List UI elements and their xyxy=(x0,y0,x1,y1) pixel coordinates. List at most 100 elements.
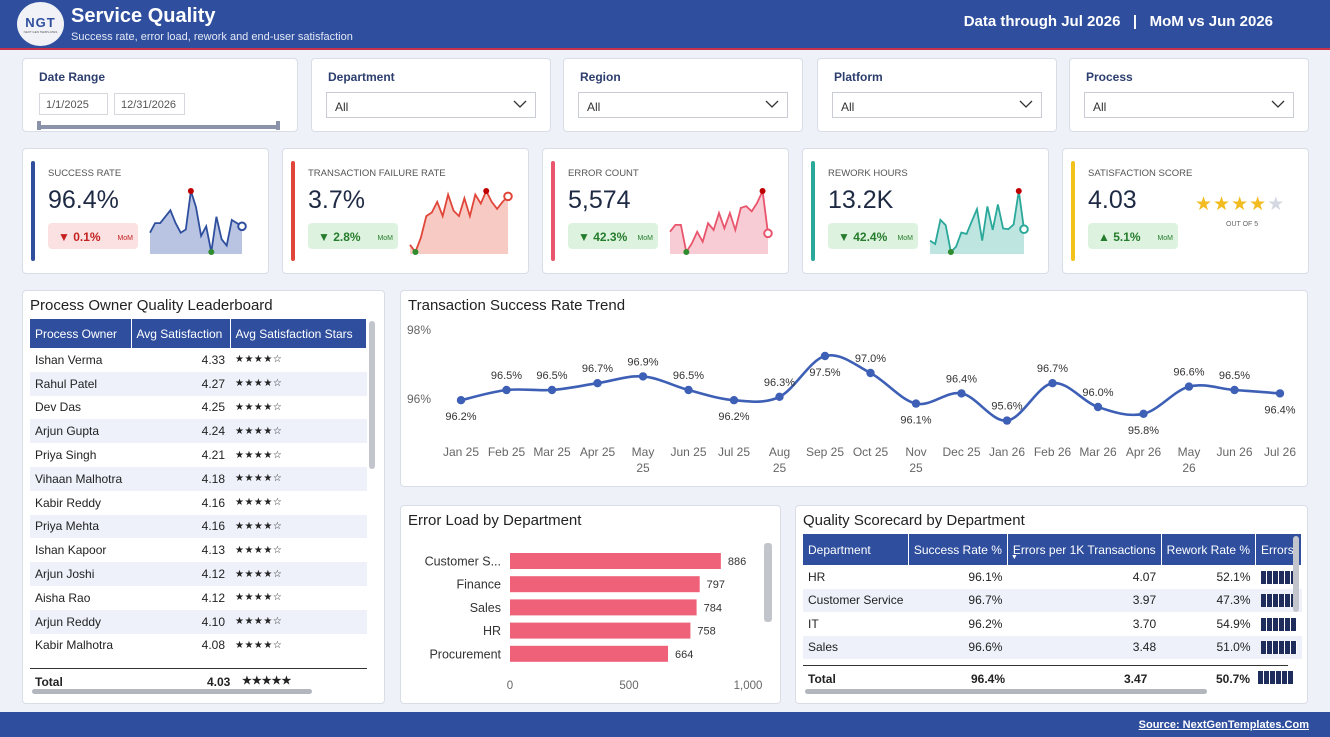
total-stars: ★★★★★ xyxy=(242,675,292,687)
trend-data-label: 97.0% xyxy=(855,353,886,365)
table-row[interactable]: Dev Das 4.25 ★★★★☆ xyxy=(30,396,367,420)
bar-category-label: Sales xyxy=(470,601,501,615)
trend-data-label: 96.6% xyxy=(1173,367,1204,379)
table-row[interactable]: Vihaan Malhotra 4.18 ★★★★☆ xyxy=(30,466,367,491)
platform-filter-label: Platform xyxy=(834,70,883,84)
trend-point[interactable] xyxy=(729,396,739,405)
kpi-accent-bar xyxy=(291,161,295,261)
x-tick-label: Aug 25 xyxy=(769,445,790,475)
table-row[interactable]: Kabir Malhotra 4.08 ★★★★☆ xyxy=(30,634,367,658)
trend-point[interactable] xyxy=(911,399,921,408)
kpi-satisfaction-score: SATISFACTION SCORE 4.03 ▲ 5.1% MoM ★★★★★… xyxy=(1062,148,1309,274)
table-row[interactable]: Sales 96.6% 3.48 51.0% xyxy=(803,635,1302,659)
source-link[interactable]: Source: NextGenTemplates.Com xyxy=(1138,719,1309,731)
stars-cell: ★★★★☆ xyxy=(230,609,367,634)
trend-point[interactable] xyxy=(684,385,693,395)
scorecard-horizontal-scrollbar[interactable] xyxy=(805,689,1207,694)
star-icon: ★ xyxy=(1231,194,1250,215)
error-bar[interactable] xyxy=(510,576,700,593)
owner-name-cell: Arjun Reddy xyxy=(30,609,131,634)
sparkline-last-marker xyxy=(503,191,513,202)
trend-point[interactable] xyxy=(547,385,557,395)
column-header-department[interactable]: Department xyxy=(803,534,909,565)
trend-point[interactable] xyxy=(593,379,602,388)
column-header-errors-per-1k[interactable]: Errors per 1K Transactions ▼ xyxy=(1007,534,1162,565)
star-icon: ★ xyxy=(1249,194,1268,215)
end-date-input[interactable]: 12/31/2026 xyxy=(114,93,185,115)
trend-point[interactable] xyxy=(456,396,466,405)
scorecard-vertical-scrollbar[interactable] xyxy=(1293,536,1299,612)
x-tick-label: Mar 26 xyxy=(1079,445,1117,459)
trend-point[interactable] xyxy=(1184,382,1194,391)
error-bar[interactable] xyxy=(510,599,697,616)
sparkline-last-marker xyxy=(763,228,773,239)
error-bar[interactable] xyxy=(510,622,691,639)
leaderboard-horizontal-scrollbar[interactable] xyxy=(32,689,312,694)
triangle-down-icon: ▼ xyxy=(318,230,330,244)
leaderboard-vertical-scrollbar[interactable] xyxy=(369,321,375,469)
trend-point[interactable] xyxy=(775,392,784,401)
sparkline-area xyxy=(150,191,242,254)
slider-start-handle[interactable] xyxy=(37,121,41,130)
trend-chart-title: Transaction Success Rate Trend xyxy=(408,297,626,314)
table-row[interactable]: HR 96.1% 4.07 52.1% xyxy=(803,565,1302,589)
start-date-input[interactable]: 1/1/2025 xyxy=(39,93,108,115)
trend-point[interactable] xyxy=(638,372,648,381)
department-dropdown[interactable]: All xyxy=(326,92,536,118)
trend-point[interactable] xyxy=(1230,385,1239,395)
table-row[interactable]: Rahul Patel 4.27 ★★★★☆ xyxy=(30,371,367,396)
sparkline-min-marker xyxy=(208,249,215,255)
error-bar[interactable] xyxy=(510,645,669,662)
star-icon: ★ xyxy=(1213,194,1232,215)
table-row[interactable]: Priya Singh 4.21 ★★★★☆ xyxy=(30,443,367,467)
platform-dropdown[interactable]: All xyxy=(832,92,1042,118)
trend-point[interactable] xyxy=(1002,416,1012,425)
total-label: Total xyxy=(35,675,63,689)
column-header-avg-satisfaction[interactable]: Avg Satisfaction ▼ xyxy=(131,319,231,374)
trend-point[interactable] xyxy=(1093,402,1103,412)
trend-data-label: 96.5% xyxy=(536,370,567,382)
column-header-process-owner[interactable]: Process Owner xyxy=(30,319,132,348)
table-row[interactable]: Aisha Rao 4.12 ★★★★☆ xyxy=(30,586,367,610)
slider-end-handle[interactable] xyxy=(276,121,280,130)
region-dropdown[interactable]: All xyxy=(578,92,788,118)
process-dropdown[interactable]: All xyxy=(1084,92,1294,118)
errors-data-bar xyxy=(1260,594,1297,608)
table-row[interactable]: Kabir Reddy 4.16 ★★★★☆ xyxy=(30,491,367,515)
owner-name-cell: Arjun Joshi xyxy=(30,562,131,586)
table-row[interactable]: Arjun Joshi 4.12 ★★★★☆ xyxy=(30,562,367,586)
table-row[interactable]: Priya Mehta 4.16 ★★★★☆ xyxy=(30,514,367,539)
trend-point[interactable] xyxy=(957,389,966,398)
column-header-rework-rate[interactable]: Rework Rate % xyxy=(1161,534,1257,565)
avg-satisfaction-cell: 4.16 xyxy=(201,495,225,510)
trend-point[interactable] xyxy=(1275,389,1285,398)
table-row[interactable]: Arjun Reddy 4.10 ★★★★☆ xyxy=(30,609,367,634)
trend-point[interactable] xyxy=(1139,409,1148,418)
department-cell: HR xyxy=(808,569,826,584)
sort-desc-icon: ▼ xyxy=(138,367,145,374)
column-header-avg-satisfaction-stars[interactable]: Avg Satisfaction Stars xyxy=(230,319,367,348)
error-load-scrollbar[interactable] xyxy=(764,543,772,622)
owner-name-cell: Kabir Reddy xyxy=(35,495,102,510)
kpi-accent-bar xyxy=(811,161,815,261)
table-row[interactable]: IT 96.2% 3.70 54.9% xyxy=(803,612,1302,636)
kpi-transaction-failure-rate: TRANSACTION FAILURE RATE 3.7% ▼ 2.8% MoM xyxy=(282,148,529,274)
table-row[interactable]: Ishan Kapoor 4.13 ★★★★☆ xyxy=(30,538,367,562)
column-header-success-rate[interactable]: Success Rate % xyxy=(908,534,1008,565)
sparkline-area xyxy=(930,191,1024,254)
trend-point[interactable] xyxy=(502,385,511,395)
stars-cell: ★★★★☆ xyxy=(235,401,283,413)
table-row[interactable]: Customer Service 96.7% 3.97 47.3% xyxy=(803,588,1302,612)
trend-point[interactable] xyxy=(1048,379,1057,388)
chevron-down-icon xyxy=(1271,97,1285,114)
x-tick-label: Sep 25 xyxy=(806,445,844,459)
trend-point[interactable] xyxy=(820,351,830,361)
bar-value-label: 758 xyxy=(697,626,715,638)
table-row[interactable]: Ishan Verma 4.33 ★★★★☆ xyxy=(30,348,367,372)
success-rate-cell: 96.6% xyxy=(908,635,1008,659)
trend-point[interactable] xyxy=(866,368,875,378)
table-row[interactable]: Arjun Gupta 4.24 ★★★★☆ xyxy=(30,419,367,444)
date-range-slider[interactable] xyxy=(37,121,280,130)
error-bar[interactable] xyxy=(510,553,721,569)
out-of-label: OUT OF 5 xyxy=(1226,221,1259,228)
